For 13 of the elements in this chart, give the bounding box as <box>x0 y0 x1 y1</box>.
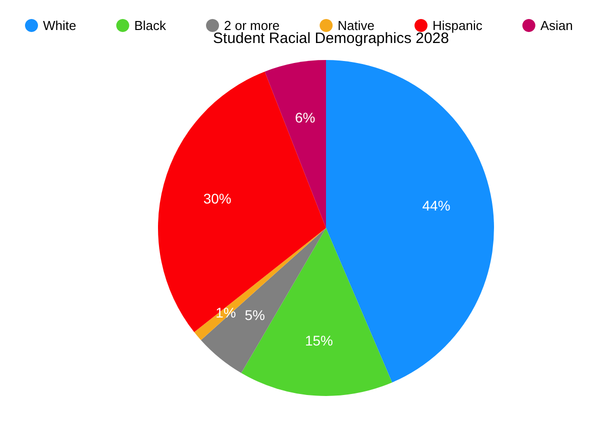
text: Student Racial Demographics 2028 <box>213 30 449 47</box>
legend-label: White <box>43 18 76 33</box>
legend-label: Black <box>134 18 167 33</box>
legend-label: Native <box>338 18 375 33</box>
legend-label: Asian <box>540 18 573 33</box>
legend-label: Hispanic <box>432 18 483 33</box>
data-label: 30% <box>203 190 232 207</box>
data-label: 44% <box>422 197 450 214</box>
data-label: 15% <box>304 332 334 348</box>
legend-label: 2 or more <box>224 18 280 33</box>
data-label: 1% <box>216 304 236 320</box>
data-label: 6% <box>294 109 316 126</box>
data-label: 5% <box>244 307 265 324</box>
